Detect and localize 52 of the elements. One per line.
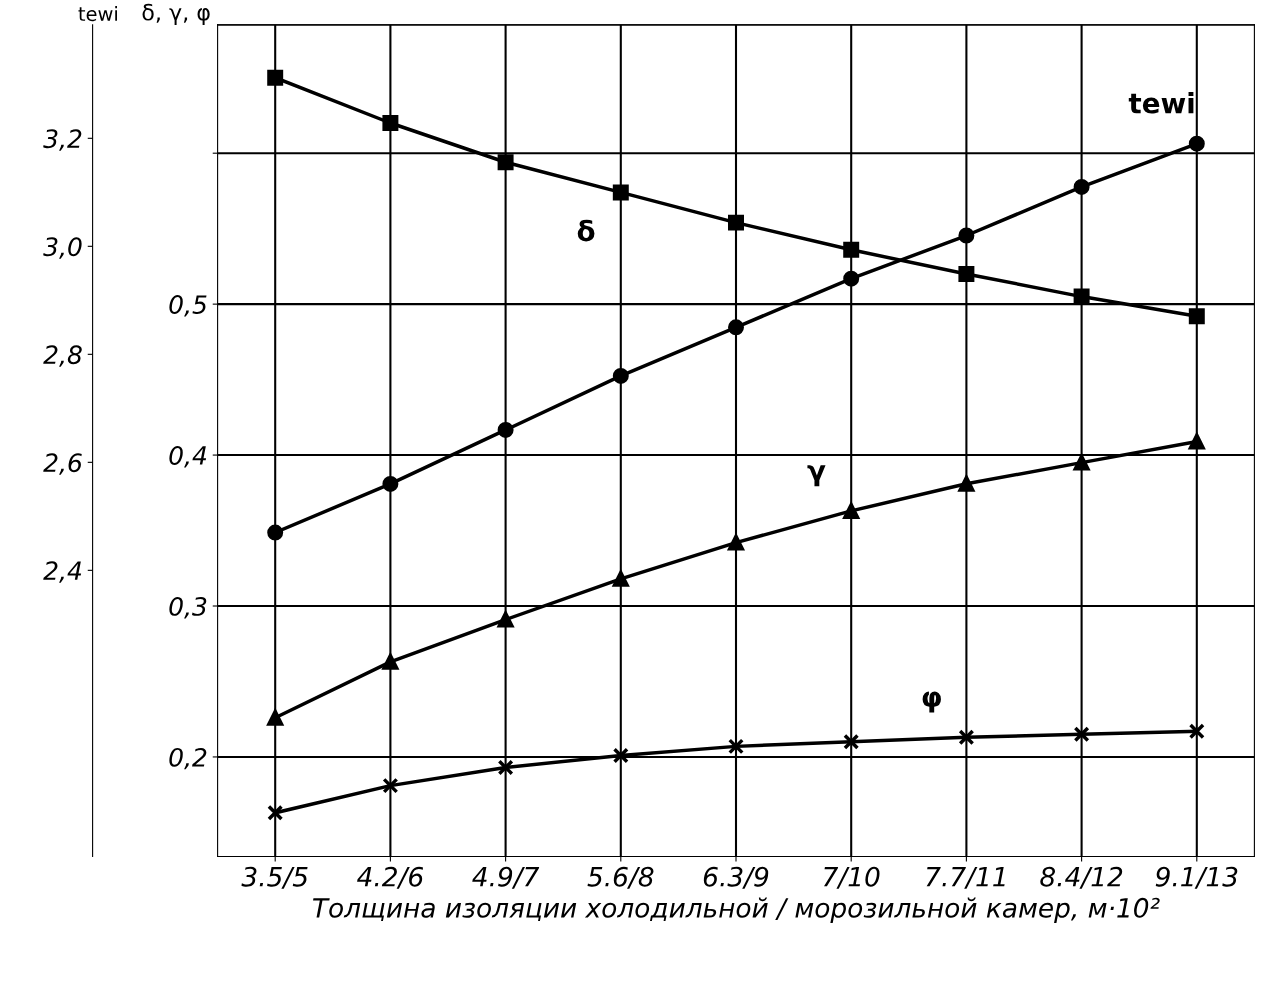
point [267,709,284,726]
point [382,115,399,131]
point [843,502,860,519]
point [728,534,744,551]
y2-tick-label: 3,0 [43,237,82,259]
point [612,747,629,764]
y2-axis-title: tewi [78,6,117,22]
point [958,475,975,492]
point [497,611,514,628]
x-tick-label: 5.6/8 [587,866,654,889]
point [958,265,975,282]
series-label: tewi [1128,92,1194,114]
series-label: φ [922,691,941,713]
point [382,653,399,670]
x-tick-label: 4.2/6 [357,866,424,889]
y2-tick-label: 2,4 [43,561,82,583]
y-tick-label: 0,2 [169,747,207,770]
y-tick-label: 0,5 [169,295,207,317]
series-label: δ [577,219,595,242]
y2-tick-label: 2,6 [43,453,82,475]
y-axis-title: δ, γ, φ [142,3,210,25]
point [497,759,514,776]
x-tick-label: 8.4/12 [1040,866,1123,889]
point [958,729,975,746]
series-label: γ [807,465,826,487]
y2-tick-label: 3,2 [43,129,82,151]
y2-tick-label: 2,8 [43,345,82,367]
x-tick-label: 4.9/7 [472,866,540,889]
point [382,777,399,794]
x-tick-label: 7.7/11 [926,867,1005,889]
x-tick-label: 3.5/5 [241,866,308,889]
point [267,69,284,86]
point [728,214,744,231]
point [1073,288,1090,305]
x-tick-label: 7/10 [824,866,880,889]
point [1188,308,1205,325]
point [612,184,629,201]
point [497,154,514,171]
point [267,804,284,821]
point [1188,433,1205,450]
x-tick-label: 9.1/13 [1155,866,1238,889]
x-tick-label: 6.3/9 [703,866,769,889]
point [1188,723,1205,740]
point [843,241,860,258]
point [1073,454,1090,471]
point [612,570,629,587]
point [728,738,744,755]
point [1073,726,1090,743]
point [843,733,860,750]
x-axis-title: Толщина изоляции холодильной / морозильной камер, м·10² [313,897,1160,923]
y-tick-label: 0,3 [169,596,207,619]
y-tick-label: 0,4 [169,446,207,468]
